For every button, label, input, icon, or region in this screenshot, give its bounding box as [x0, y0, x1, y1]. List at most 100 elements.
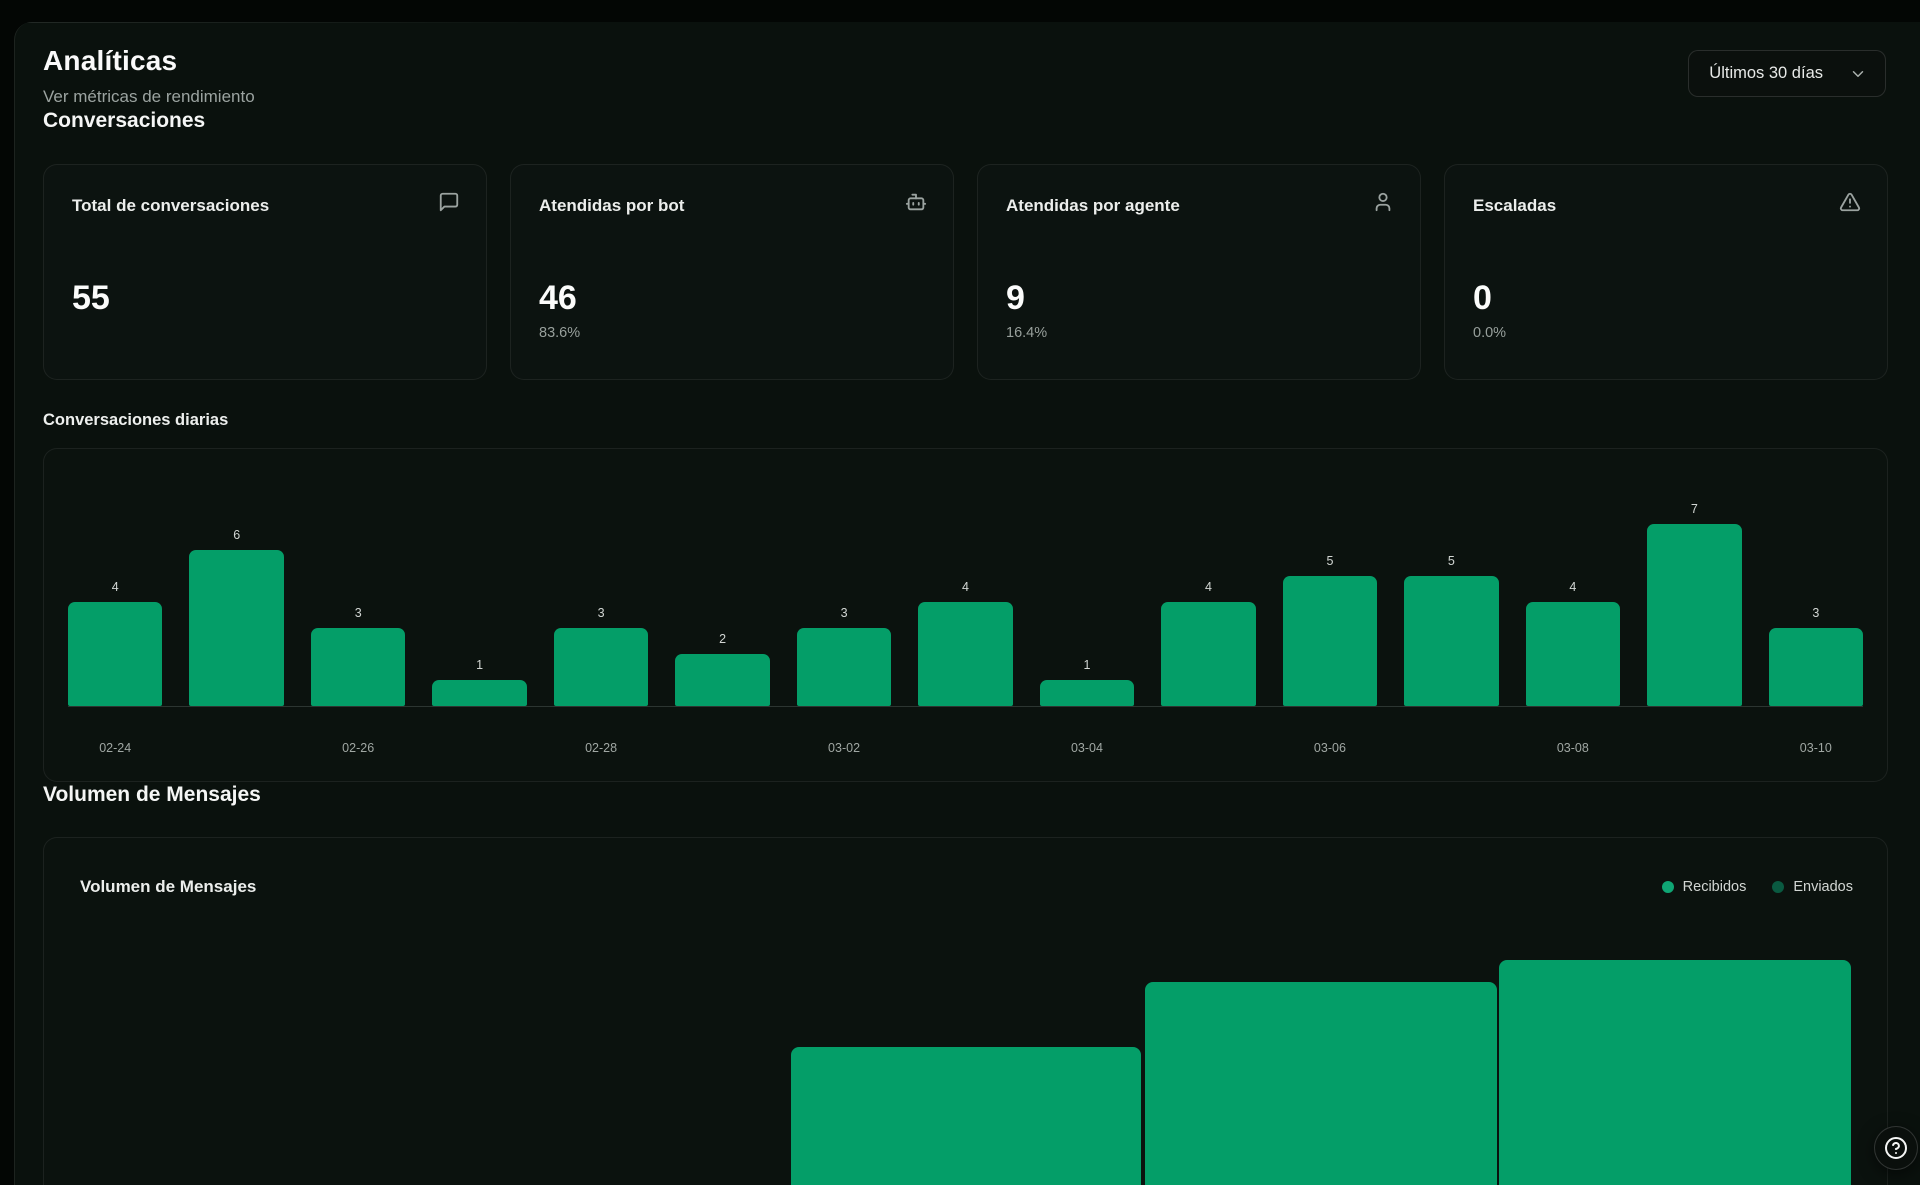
message-volume-chart-card: Volumen de Mensajes Recibidos Enviados: [43, 837, 1888, 1185]
bar-value-label: 7: [1690, 502, 1698, 516]
x-axis-tick-label: 03-08: [1556, 741, 1589, 755]
daily-bar[interactable]: [1647, 524, 1742, 706]
daily-bar[interactable]: [553, 628, 649, 706]
stat-card-total-conversaciones: Total de conversaciones 55: [43, 164, 487, 380]
daily-bar[interactable]: [1525, 602, 1621, 706]
analytics-page: Analíticas Ver métricas de rendimiento C…: [15, 22, 1920, 1185]
stat-percent: 16.4%: [1006, 325, 1048, 341]
legend-item-enviados: Enviados: [1772, 879, 1853, 895]
bar-value-label: 3: [597, 606, 605, 620]
daily-x-axis: 02-24 02-26 02-28 03-02 03-04 03-06 03-08 03-10: [68, 707, 1863, 756]
x-axis-tick-label: 02-28: [585, 741, 618, 755]
daily-bar-slot: 3: [1768, 606, 1864, 706]
daily-bar[interactable]: [1039, 680, 1135, 706]
daily-bar[interactable]: [1768, 628, 1864, 706]
x-axis-tick-label: [918, 741, 1012, 756]
section-heading-conversaciones: Conversaciones: [43, 109, 206, 132]
chevron-down-icon: [1849, 65, 1867, 83]
legend-dot-enviados: [1772, 881, 1785, 893]
x-axis-tick-label: 03-04: [1070, 741, 1103, 755]
message-square-icon: [438, 191, 460, 213]
daily-bar[interactable]: [1404, 576, 1499, 706]
x-axis-tick-label: [675, 741, 769, 756]
x-axis-tick-label: 03-06: [1313, 741, 1346, 755]
stat-label: Atendidas por agente: [1006, 196, 1180, 215]
x-axis-tick-label: 03-10: [1799, 741, 1832, 755]
bar-value-label: 4: [1569, 580, 1577, 594]
daily-bar[interactable]: [1161, 602, 1256, 706]
daily-bar[interactable]: [68, 602, 163, 706]
stat-value: 9: [1006, 279, 1025, 317]
daily-bar-slot: 6: [189, 528, 284, 706]
daily-bar-slot: 1: [1039, 658, 1135, 706]
bar-value-label: 6: [233, 528, 241, 542]
stat-percent: 0.0%: [1473, 325, 1507, 341]
x-axis-tick-label: 02-24: [99, 741, 132, 755]
date-range-select[interactable]: Últimos 30 días: [1688, 50, 1886, 97]
bar-value-label: 4: [962, 580, 969, 594]
legend-item-recibidos: Recibidos: [1661, 879, 1747, 895]
daily-bar[interactable]: [432, 680, 527, 706]
volume-bar[interactable]: [1145, 982, 1497, 1185]
x-axis-tick-label: 02-26: [342, 741, 375, 755]
daily-bar-slot: 3: [796, 606, 892, 706]
daily-chart-label: Conversaciones diarias: [43, 411, 229, 429]
volume-bar[interactable]: [791, 1047, 1141, 1185]
legend-dot-recibidos: [1661, 881, 1674, 893]
bar-value-label: 2: [719, 632, 727, 646]
bar-value-label: 5: [1326, 554, 1334, 568]
daily-bar[interactable]: [310, 628, 406, 706]
page-subtitle: Ver métricas de rendimiento: [43, 87, 255, 106]
bar-value-label: 3: [1812, 606, 1820, 620]
daily-bars-plot-area: 4 6 3 1 3 2 3 4 1 4 5 5 4 7 3: [68, 449, 1864, 707]
daily-bar-slot: 4: [1525, 580, 1621, 706]
user-icon: [1372, 191, 1394, 213]
stat-label: Total de conversaciones: [72, 196, 270, 215]
main-content-panel: Últimos 30 días Analíticas Ver métricas …: [14, 22, 1920, 1185]
legend-label: Recibidos: [1682, 879, 1747, 895]
volume-bar[interactable]: [1499, 960, 1851, 1185]
bar-value-label: 4: [1204, 580, 1212, 594]
stat-card-atendidas-por-agente: Atendidas por agente 9 16.4%: [977, 164, 1421, 380]
stat-card-escaladas: Escaladas 0 0.0%: [1444, 164, 1888, 380]
daily-bar[interactable]: [796, 628, 892, 706]
alert-triangle-icon: [1839, 191, 1861, 213]
stat-card-atendidas-por-bot: Atendidas por bot 46 83.6%: [510, 164, 954, 380]
x-axis-tick-label: [432, 741, 526, 756]
x-axis-tick-label: 03-02: [828, 741, 861, 755]
x-axis-tick-label: [1647, 741, 1741, 756]
stat-value: 55: [72, 279, 110, 317]
stat-label: Atendidas por bot: [539, 196, 685, 215]
daily-bar-slot: 4: [1161, 580, 1256, 706]
bar-value-label: 3: [354, 606, 362, 620]
daily-bar-slot: 7: [1647, 502, 1742, 706]
chart-legend: Recibidos Enviados: [1661, 879, 1853, 895]
stat-label: Escaladas: [1473, 196, 1557, 215]
stat-percent: 83.6%: [539, 325, 581, 341]
bar-value-label: 1: [1083, 658, 1091, 672]
daily-bar-slot: 4: [68, 580, 163, 706]
bar-value-label: 4: [111, 580, 119, 594]
daily-bar[interactable]: [675, 654, 770, 706]
help-button[interactable]: [1874, 1126, 1918, 1170]
volume-card-header: Volumen de Mensajes Recibidos Enviados: [44, 838, 1887, 898]
legend-label: Enviados: [1793, 879, 1853, 895]
volume-plot-area: [44, 838, 1887, 1185]
bar-value-label: 5: [1447, 554, 1455, 568]
daily-bar[interactable]: [918, 602, 1013, 706]
stats-grid: Total de conversaciones 55 Atendidas por…: [43, 164, 1888, 380]
page-title: Analíticas: [43, 45, 178, 76]
daily-bar[interactable]: [1282, 576, 1378, 706]
stat-value: 46: [539, 279, 577, 317]
daily-bar[interactable]: [189, 550, 284, 706]
section-heading-volumen: Volumen de Mensajes: [43, 783, 261, 806]
daily-bar-slot: 3: [553, 606, 649, 706]
volume-card-title: Volumen de Mensajes: [80, 877, 257, 896]
daily-conversations-chart: 4 6 3 1 3 2 3 4 1 4 5 5 4 7 3 02-24 02-26 02-28 03-02 03-0…: [43, 448, 1888, 782]
bot-icon: [905, 191, 927, 213]
x-axis-tick-label: [1404, 741, 1498, 756]
daily-bar-slot: 3: [310, 606, 406, 706]
bar-value-label: 3: [840, 606, 848, 620]
x-axis-tick-label: [189, 741, 283, 756]
daily-bar-slot: 1: [432, 659, 527, 706]
